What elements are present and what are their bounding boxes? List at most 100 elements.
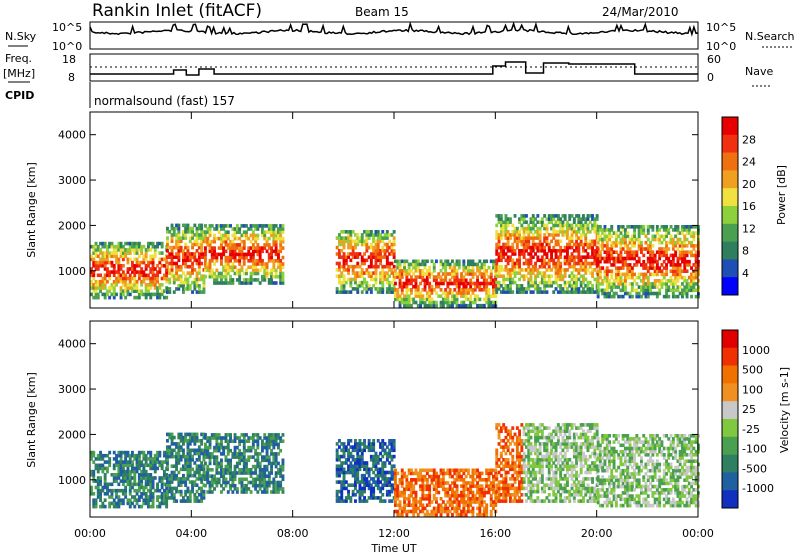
heatmap-cell xyxy=(279,246,283,250)
heatmap-cell xyxy=(175,499,178,503)
heatmap-cell xyxy=(90,492,93,496)
heatmap-cell xyxy=(363,261,366,266)
heatmap-cell xyxy=(340,239,344,244)
heatmap-cell xyxy=(356,448,360,453)
heatmap-cell xyxy=(372,480,376,484)
heatmap-cell xyxy=(229,439,232,443)
heatmap-cell xyxy=(270,452,273,456)
heatmap-cell xyxy=(117,460,121,464)
heatmap-cell xyxy=(200,261,204,266)
heatmap-cell xyxy=(335,458,339,462)
heatmap-cell xyxy=(423,297,427,302)
heatmap-cell xyxy=(175,458,178,462)
heatmap-cell xyxy=(131,466,134,471)
heatmap-cell xyxy=(372,249,376,253)
heatmap-cell xyxy=(538,245,542,250)
heatmap-cell xyxy=(444,471,448,476)
heatmap-cell xyxy=(694,256,698,261)
heatmap-cell xyxy=(407,269,411,273)
heatmap-cell xyxy=(186,271,190,275)
heatmap-cell xyxy=(110,495,114,499)
heatmap-cell xyxy=(559,252,563,256)
heatmap-cell xyxy=(400,272,404,276)
heatmap-cell xyxy=(153,476,157,480)
heatmap-cell xyxy=(390,242,394,247)
heatmap-cell xyxy=(217,464,221,469)
heatmap-cell xyxy=(170,432,174,437)
heatmap-cell xyxy=(210,455,214,459)
heatmap-cell xyxy=(577,230,581,234)
heatmap-cell xyxy=(356,445,360,449)
heatmap-cell xyxy=(349,454,353,459)
heatmap-cell xyxy=(529,220,533,224)
nsky-series-line xyxy=(89,21,699,37)
heatmap-cell xyxy=(379,252,382,256)
heatmap-cell xyxy=(412,478,416,482)
heatmap-cell xyxy=(504,230,508,234)
heatmap-cell xyxy=(188,489,192,494)
heatmap-cell xyxy=(186,442,190,446)
heatmap-cell xyxy=(374,473,378,478)
heatmap-cell xyxy=(149,241,153,246)
heatmap-cell xyxy=(354,470,357,475)
heatmap-cell xyxy=(365,445,369,449)
heatmap-cell xyxy=(182,258,185,263)
heatmap-cell xyxy=(263,455,267,459)
heatmap-cell xyxy=(170,261,174,266)
heatmap-cell xyxy=(383,277,387,282)
heatmap-cell xyxy=(369,252,373,256)
heatmap-cell xyxy=(195,258,199,263)
heatmap-cell xyxy=(249,448,253,453)
heatmap-cell xyxy=(579,261,583,266)
heatmap-cell xyxy=(570,258,574,263)
heatmap-cell xyxy=(559,226,563,231)
heatmap-cell xyxy=(94,479,98,483)
heatmap-cell xyxy=(527,242,531,247)
heatmap-cell xyxy=(451,275,454,279)
heatmap-cell xyxy=(347,255,350,259)
heatmap-cell xyxy=(363,448,366,453)
heatmap-cell xyxy=(213,274,216,279)
heatmap-cell xyxy=(160,283,164,287)
heatmap-cell xyxy=(568,214,572,218)
heatmap-cell xyxy=(204,262,207,266)
heatmap-cell xyxy=(144,479,148,483)
heatmap-cell xyxy=(522,226,526,231)
heatmap-cell xyxy=(414,500,418,504)
heatmap-cell xyxy=(665,256,668,261)
heatmap-cell xyxy=(619,259,623,264)
heatmap-cell xyxy=(144,273,148,278)
heatmap-cell xyxy=(351,464,355,468)
heatmap-cell xyxy=(624,279,627,283)
heatmap-cell xyxy=(425,269,429,273)
heatmap-cell xyxy=(588,220,592,224)
heatmap-cell xyxy=(267,458,271,463)
heatmap-cell xyxy=(388,233,392,237)
heatmap-cell xyxy=(441,265,445,270)
heatmap-cell xyxy=(531,280,535,285)
heatmap-cell xyxy=(687,282,691,286)
heatmap-cell xyxy=(267,433,271,437)
heatmap-cell xyxy=(247,278,251,282)
heatmap-cell xyxy=(158,495,162,499)
heatmap-cell xyxy=(425,468,429,473)
heatmap-cell xyxy=(184,439,188,443)
heatmap-cell xyxy=(158,283,162,287)
heatmap-cell xyxy=(193,280,197,285)
heatmap-cell xyxy=(561,214,565,218)
heatmap-cell xyxy=(435,487,438,492)
heatmap-cell xyxy=(217,274,221,279)
heatmap-cell xyxy=(242,464,246,469)
heatmap-cell xyxy=(390,473,394,478)
heatmap-cell xyxy=(487,265,491,270)
heatmap-cell xyxy=(213,249,216,254)
heatmap-cell xyxy=(495,274,499,278)
heatmap-cell xyxy=(342,277,346,282)
heatmap-cell xyxy=(96,267,100,271)
heatmap-cell xyxy=(251,442,255,447)
heatmap-cell xyxy=(603,294,607,299)
heatmap-cell xyxy=(204,268,207,273)
heatmap-cell xyxy=(274,458,278,463)
heatmap-cell xyxy=(177,287,181,291)
heatmap-cell xyxy=(367,230,371,234)
